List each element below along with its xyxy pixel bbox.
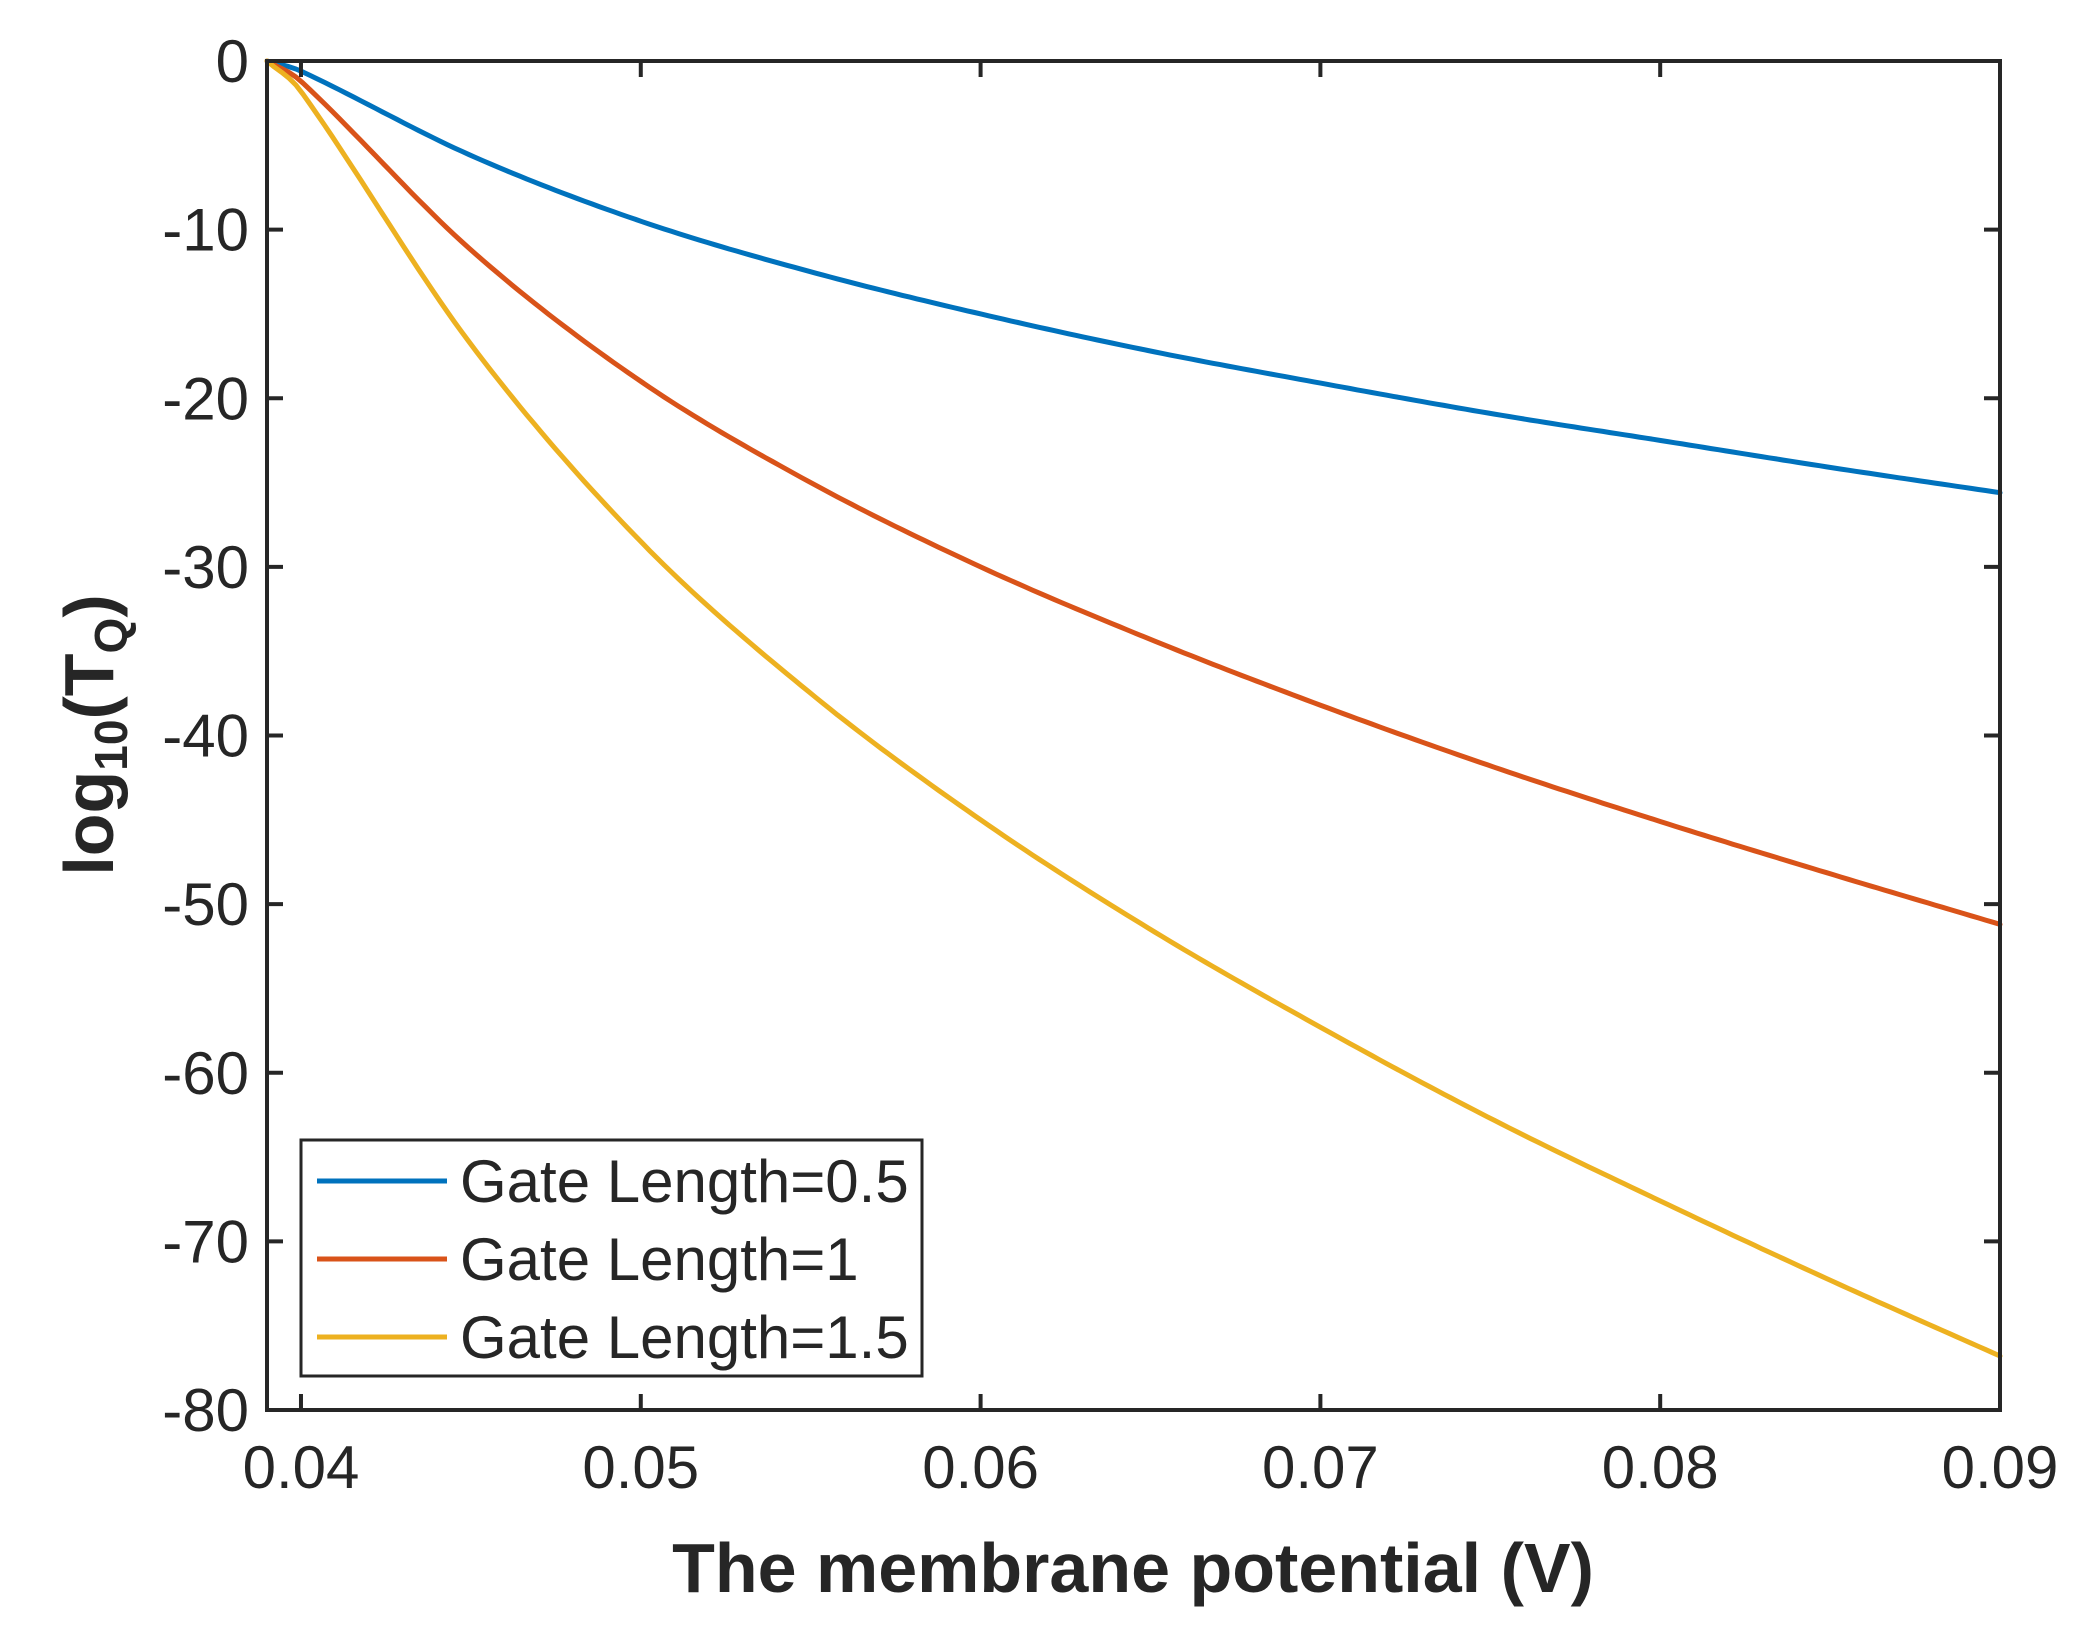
y-axis-title-subscript: 10 (85, 720, 137, 771)
y-tick-label: -80 (162, 1377, 249, 1444)
x-tick-label: 0.07 (1262, 1434, 1379, 1501)
y-tick-label: -20 (162, 365, 249, 432)
x-tick-label: 0.04 (243, 1434, 360, 1501)
x-axis-ticks: 0.04 0.05 0.06 0.07 0.08 0.09 (243, 61, 2059, 1501)
y-tick-label: 0 (216, 28, 249, 95)
series-line-1 (264, 58, 2003, 496)
y-tick-label: -60 (162, 1040, 249, 1107)
y-tick-label: -10 (162, 197, 249, 264)
y-axis-title-open: (T (50, 653, 128, 719)
x-tick-label: 0.05 (582, 1434, 699, 1501)
x-axis-title: The membrane potential (V) (672, 1529, 1594, 1607)
x-tick-label: 0.06 (922, 1434, 1039, 1501)
y-tick-label: -50 (162, 871, 249, 938)
y-axis-title: log10(TQ) (50, 594, 137, 875)
y-axis-title-main: log (50, 771, 128, 876)
x-tick-label: 0.08 (1602, 1434, 1719, 1501)
legend-label-2: Gate Length=1 (460, 1226, 859, 1293)
series-line-2 (264, 58, 2003, 927)
y-axis-title-close: ) (50, 594, 128, 617)
legend-items: Gate Length=0.5 Gate Length=1 Gate Length=… (317, 1148, 909, 1371)
x-tick-label: 0.09 (1942, 1434, 2059, 1501)
series-curves (264, 58, 2003, 1359)
y-tick-label: -40 (162, 703, 249, 770)
y-tick-label: -70 (162, 1208, 249, 1275)
series-line-3 (264, 58, 2003, 1359)
legend: Gate Length=0.5 Gate Length=1 Gate Length=… (299, 1138, 924, 1378)
legend-label-3: Gate Length=1.5 (460, 1304, 909, 1371)
y-axis-title-subscript-q: Q (85, 618, 137, 654)
legend-label-1: Gate Length=0.5 (460, 1148, 909, 1215)
y-tick-label: -30 (162, 534, 249, 601)
y-axis-ticks: 0 -10 -20 -30 -40 -50 -60 -70 -80 (162, 28, 2000, 1444)
